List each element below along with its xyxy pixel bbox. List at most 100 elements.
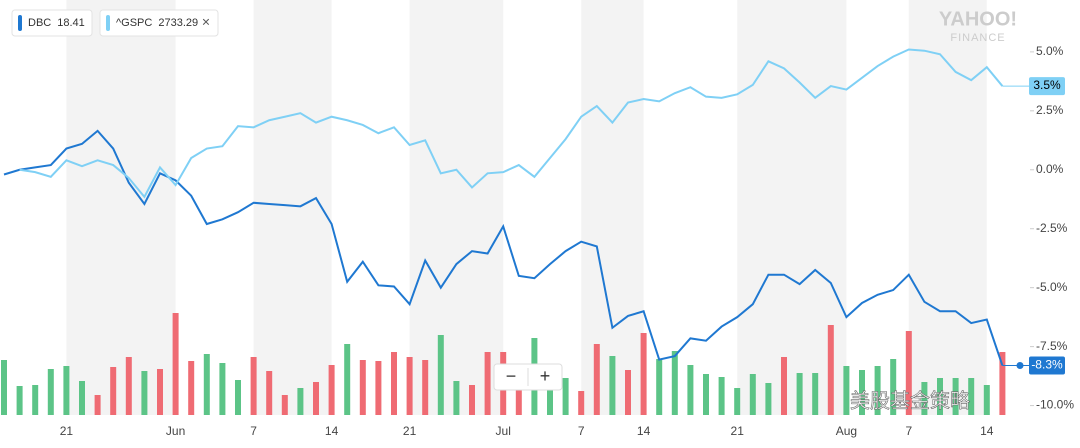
y-tick-label: -5.0% [1036, 280, 1068, 294]
legend-name: DBC [28, 17, 51, 29]
volume-bar [905, 331, 912, 415]
legend-swatch [106, 15, 110, 31]
volume-bar [484, 352, 491, 415]
x-tick-label: 21 [60, 424, 74, 438]
volume-bar [1, 360, 7, 415]
volume-bar [983, 385, 990, 415]
week-band [66, 0, 176, 415]
volume-bar [328, 365, 335, 415]
volume-bar [391, 352, 397, 415]
volume-bar [32, 385, 39, 415]
volume-bar [827, 325, 834, 415]
volume-bar [671, 351, 678, 415]
volume-bar [453, 381, 460, 415]
volume-bar [110, 367, 117, 415]
x-tick-label: 21 [731, 424, 745, 438]
series-line [19, 48, 1004, 199]
volume-bar [547, 379, 553, 415]
volume-bar [562, 378, 569, 415]
week-band [581, 0, 644, 415]
volume-bar [313, 382, 319, 415]
legend-chip[interactable] [99, 9, 219, 37]
legend: DBC 18.41 ^GSPC 2733.29 × [11, 9, 219, 37]
volume-bar [781, 357, 787, 415]
end-label-box [1029, 77, 1065, 96]
legend-name: ^GSPC [116, 17, 152, 29]
x-tick-label: 14 [637, 424, 651, 438]
logo: YAHOO! [939, 8, 1017, 30]
week-band [253, 0, 332, 415]
volume-bar [687, 365, 694, 415]
volume-bar [937, 378, 943, 415]
volume-bar [515, 375, 522, 415]
x-tick-label: 14 [325, 424, 339, 438]
volume-bar [843, 366, 850, 415]
volume-bar [968, 378, 975, 415]
volume-bar [16, 386, 23, 415]
volume-bar [999, 352, 1006, 415]
x-tick-label: Jul [496, 424, 511, 438]
zoom-controls: − + [493, 363, 563, 391]
volume-bar [890, 359, 897, 415]
x-tick-label: 14 [980, 424, 994, 438]
x-tick-label: 21 [403, 424, 417, 438]
volume-bar [188, 361, 195, 415]
y-tick-label: 5.0% [1036, 44, 1064, 58]
volume-bar [718, 377, 725, 415]
y-tick-label: -10.0% [1036, 398, 1074, 412]
volume-bar [609, 356, 616, 415]
volume-bar [219, 363, 226, 415]
volume-bar [578, 391, 585, 415]
zoom-in[interactable]: + [540, 366, 551, 386]
volume-bar [593, 344, 600, 415]
end-label: -8.3% [1031, 358, 1063, 372]
volume-bar [656, 359, 663, 415]
legend-price: 2733.29 [158, 17, 198, 29]
volume-bar [406, 357, 413, 415]
volume-bar [952, 378, 959, 415]
volume-bar [625, 370, 631, 415]
volume-bar [94, 395, 101, 415]
volume-bar [796, 373, 803, 415]
end-label-box [1029, 356, 1065, 375]
volume [1, 313, 1006, 415]
volume-bar [235, 380, 241, 415]
bands [66, 0, 987, 415]
volume-bar [203, 354, 210, 415]
x-tick-label: Aug [836, 424, 857, 438]
week-band [409, 0, 504, 415]
volume-bar [422, 360, 429, 415]
volume-bar [703, 374, 709, 415]
zoom-out[interactable]: − [506, 366, 517, 386]
volume-bar [359, 360, 366, 415]
x-tick-label: 7 [578, 424, 585, 438]
volume-bar [469, 385, 475, 415]
volume-bar [921, 382, 928, 415]
volume-bar [765, 383, 772, 415]
volume-bar [437, 335, 444, 415]
week-band [908, 0, 987, 415]
volume-bar [63, 366, 70, 415]
volume-bar [859, 370, 865, 415]
volume-bar [874, 366, 881, 415]
x-tick-label: Jun [166, 424, 185, 438]
volume-bar [79, 381, 85, 415]
legend-chip[interactable] [11, 9, 93, 37]
volume-bar [250, 357, 257, 415]
volume-bar [749, 374, 756, 415]
volume-bar [640, 333, 647, 415]
y-tick-label: 0.0% [1036, 162, 1064, 176]
y-tick-label: -7.5% [1036, 339, 1068, 353]
x-tick-label: 7 [905, 424, 912, 438]
volume-bar [734, 388, 741, 415]
volume-bar [812, 373, 819, 415]
legend-close[interactable]: × [202, 14, 210, 30]
volume-bar [141, 371, 148, 415]
volume-bar [281, 395, 288, 415]
volume-bar [375, 361, 382, 415]
watermark: 美股基金策略 [850, 389, 970, 412]
volume-bar [172, 313, 179, 415]
end-label: 3.5% [1033, 78, 1061, 92]
volume-bar [157, 369, 163, 415]
volume-bar [297, 388, 304, 415]
